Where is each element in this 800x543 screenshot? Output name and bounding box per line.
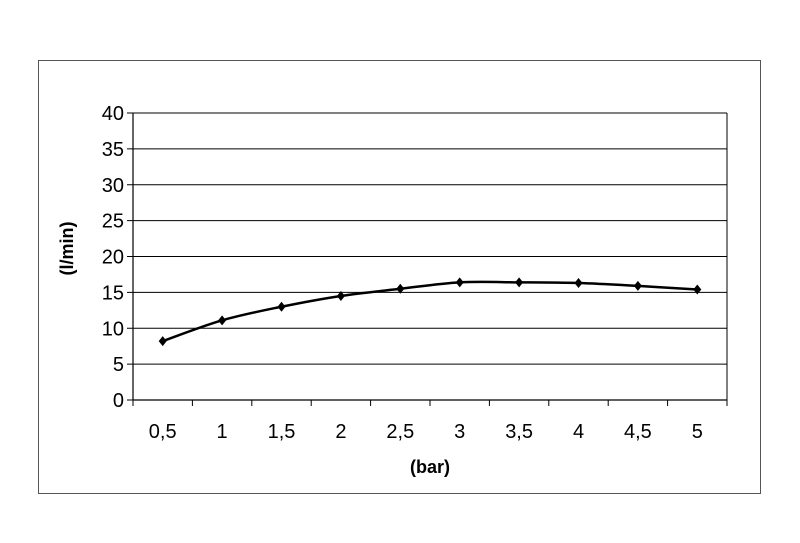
data-point-marker bbox=[515, 277, 524, 288]
data-point-marker bbox=[396, 283, 405, 294]
y-tick-label: 25 bbox=[102, 211, 124, 233]
y-axis-label: (l/min) bbox=[57, 222, 77, 276]
x-axis-label: (bar) bbox=[410, 457, 450, 477]
x-tick-label: 3,5 bbox=[505, 421, 533, 443]
x-tick-label: 0,5 bbox=[149, 421, 177, 443]
x-tick-label: 4 bbox=[573, 421, 584, 443]
y-tick-label: 20 bbox=[102, 247, 124, 269]
data-point-marker bbox=[455, 277, 464, 288]
x-tick-label: 2 bbox=[335, 421, 346, 443]
y-tick-label: 15 bbox=[102, 282, 124, 304]
y-tick-label: 5 bbox=[113, 354, 124, 376]
x-tick-label: 5 bbox=[692, 421, 703, 443]
y-tick-label: 0 bbox=[113, 390, 124, 412]
y-tick-label: 10 bbox=[102, 318, 124, 340]
x-tick-label: 2,5 bbox=[386, 421, 414, 443]
data-point-marker bbox=[218, 315, 227, 326]
x-tick-label: 1 bbox=[217, 421, 228, 443]
data-point-marker bbox=[158, 336, 167, 347]
y-tick-label: 40 bbox=[102, 103, 124, 125]
y-tick-label: 35 bbox=[102, 139, 124, 161]
data-point-marker bbox=[574, 278, 583, 289]
data-point-marker bbox=[277, 301, 286, 312]
data-point-marker bbox=[693, 284, 702, 295]
x-tick-label: 3 bbox=[454, 421, 465, 443]
data-point-marker bbox=[336, 290, 345, 301]
data-point-marker bbox=[633, 280, 642, 291]
y-tick-label: 30 bbox=[102, 175, 124, 197]
chart-frame bbox=[38, 60, 761, 494]
series-line bbox=[162, 280, 698, 343]
x-tick-label: 4,5 bbox=[624, 421, 652, 443]
x-tick-label: 1,5 bbox=[268, 421, 296, 443]
